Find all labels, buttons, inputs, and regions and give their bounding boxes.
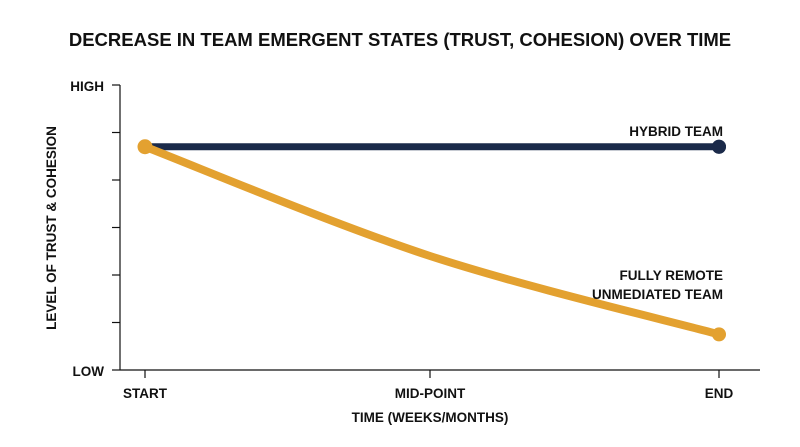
x-ticks — [144, 370, 720, 378]
series-1-point-start-top — [137, 139, 153, 155]
x-tick-labels: START MID-POINT END — [123, 386, 733, 401]
series-1-point-2 — [712, 327, 726, 342]
y-tick-label-high: HIGH — [70, 79, 104, 94]
series-label-1: FULLY REMOTE UNMEDIATED TEAM — [592, 268, 723, 302]
x-tick-label-2: END — [705, 386, 734, 401]
series-line-1 — [141, 142, 723, 339]
x-axis-title: TIME (WEEKS/MONTHS) — [352, 410, 509, 425]
chart-title: DECREASE IN TEAM EMERGENT STATES (TRUST,… — [69, 29, 731, 50]
y-ticks — [112, 84, 120, 371]
y-axis-title: LEVEL OF TRUST & COHESION — [44, 126, 59, 330]
y-tick-label-low: LOW — [73, 364, 105, 379]
series-layer — [137, 139, 726, 342]
x-tick-label-1: MID-POINT — [395, 386, 466, 401]
series-label-0-line-0: HYBRID TEAM — [629, 124, 723, 139]
series-labels: HYBRID TEAM FULLY REMOTE UNMEDIATED TEAM — [592, 124, 723, 302]
series-label-1-line-0: FULLY REMOTE — [619, 268, 723, 283]
series-label-1-line-1: UNMEDIATED TEAM — [592, 287, 723, 302]
x-tick-label-0: START — [123, 386, 168, 401]
series-label-0: HYBRID TEAM — [629, 124, 723, 139]
series-0-point-end-top — [712, 139, 726, 154]
